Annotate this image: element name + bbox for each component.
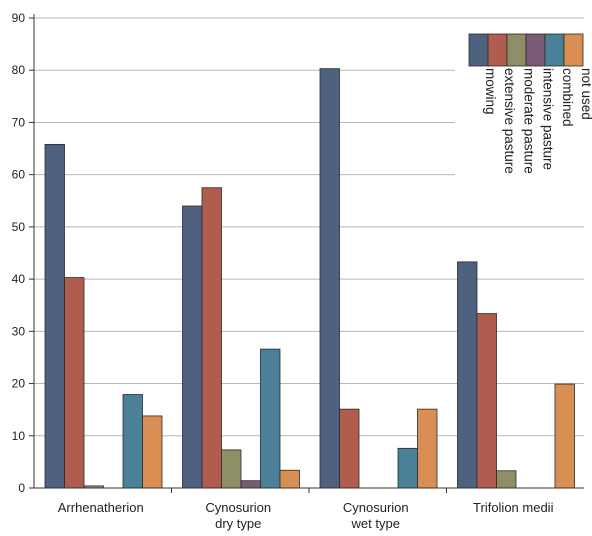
bar bbox=[240, 480, 261, 489]
y-tick-label: 50 bbox=[12, 220, 26, 234]
y-tick-label: 10 bbox=[12, 429, 26, 443]
bar bbox=[64, 277, 85, 489]
y-tick-label: 80 bbox=[12, 63, 26, 77]
bar bbox=[397, 447, 418, 489]
legend: not used combined intensive pasture moderat… bbox=[455, 33, 592, 211]
legend-label: moderate pasture bbox=[521, 68, 536, 174]
y-tick-label: 60 bbox=[12, 168, 26, 182]
y-tick-label: 30 bbox=[12, 324, 26, 338]
legend-label: combined bbox=[560, 68, 575, 127]
bar bbox=[279, 469, 300, 489]
bar bbox=[457, 261, 478, 489]
bar bbox=[554, 383, 575, 489]
y-tick-label: 0 bbox=[18, 481, 25, 495]
legend-swatch bbox=[563, 33, 584, 67]
legend-swatch bbox=[487, 33, 508, 67]
legend-label: extensive pasture bbox=[502, 68, 517, 174]
bar bbox=[142, 415, 163, 489]
bar bbox=[182, 205, 203, 489]
legend-label: not used bbox=[579, 68, 592, 120]
axes bbox=[33, 14, 584, 493]
bar bbox=[44, 143, 65, 489]
bar bbox=[221, 449, 242, 489]
x-axis-labels: Arrhenatherion Cynosurion dry type Cynosuri… bbox=[58, 500, 554, 531]
legend-swatch bbox=[506, 33, 527, 67]
y-tick-label: 90 bbox=[12, 11, 26, 25]
bar bbox=[496, 470, 517, 489]
x-category-label: Trifolion medii bbox=[473, 500, 554, 515]
legend-swatch bbox=[525, 33, 546, 67]
bar bbox=[201, 187, 222, 489]
legend-swatch bbox=[544, 33, 565, 67]
y-tick-label: 20 bbox=[12, 377, 26, 391]
bar bbox=[476, 313, 497, 489]
x-category-label: Arrhenatherion bbox=[58, 500, 144, 515]
bar bbox=[339, 408, 360, 489]
x-category-label: Cynosurion wet type bbox=[343, 500, 409, 531]
y-axis-ticks: 0 10 20 30 40 50 60 70 80 90 bbox=[12, 11, 34, 495]
bars bbox=[44, 68, 575, 489]
y-tick-label: 40 bbox=[12, 272, 26, 286]
gridlines bbox=[34, 17, 584, 437]
legend-swatch bbox=[468, 33, 489, 67]
bar bbox=[260, 348, 281, 489]
y-tick-label: 70 bbox=[12, 115, 26, 129]
x-category-label: Cynosurion dry type bbox=[205, 500, 271, 531]
legend-label: mowing bbox=[483, 68, 498, 115]
bar bbox=[417, 408, 438, 489]
bar bbox=[122, 394, 143, 489]
legend-label: intensive pasture bbox=[541, 68, 556, 170]
legend-background bbox=[455, 66, 585, 211]
bar bbox=[319, 68, 340, 489]
